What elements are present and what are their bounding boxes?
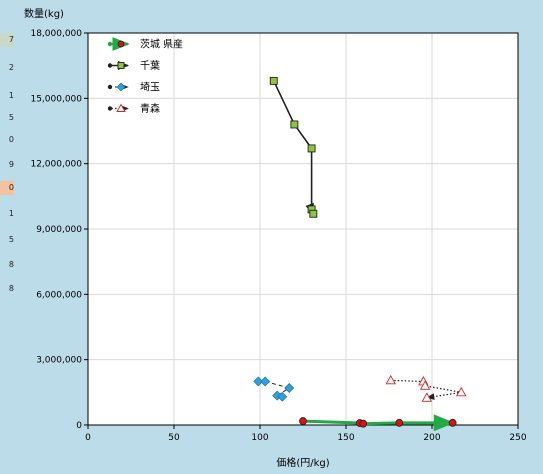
edge-cell: 9 (0, 158, 14, 172)
x-tick-label: 100 (251, 433, 268, 443)
series-1 (269, 76, 318, 218)
legend-label: 千葉 (140, 59, 160, 72)
legend-item: 埼玉 (107, 81, 160, 94)
legend-item: 千葉 (107, 59, 160, 72)
edge-cell: 0 (0, 181, 14, 195)
data-point (385, 374, 396, 385)
edge-cell: 0 (0, 133, 14, 147)
data-point (359, 419, 368, 428)
y-tick-label: 0 (76, 421, 82, 431)
x-tick-label: 150 (337, 433, 354, 443)
spreadsheet-edge-strip: 7 2 1 5 0 9 0 1 5 8 8 (0, 0, 16, 474)
edge-cell: 1 (0, 207, 14, 221)
series-2 (253, 376, 295, 402)
data-point (284, 383, 295, 393)
data-point (253, 376, 264, 387)
data-point (421, 392, 433, 402)
edge-cell: 8 (0, 258, 14, 272)
edge-cell: 5 (0, 233, 14, 247)
y-tick-label: 9,000,000 (36, 225, 82, 235)
data-point (290, 120, 299, 129)
legend-marker (116, 103, 126, 112)
legend-item: 青森 (107, 102, 160, 115)
legend-marker (117, 40, 125, 48)
data-point (269, 76, 278, 85)
data-point (309, 209, 318, 218)
y-tick-label: 15,000,000 (30, 94, 82, 104)
axes: 0 50 100 150 200 250 0 3,000,000 6,000,000 9,000,… (30, 29, 526, 443)
data-point (395, 418, 404, 427)
legend-marker (116, 82, 126, 92)
y-axis-title: 数量(kg) (24, 7, 64, 20)
legend-label: 青森 (140, 102, 160, 115)
edge-cell: 2 (0, 61, 14, 75)
data-point (299, 417, 307, 425)
series-line (390, 379, 462, 400)
y-tick-label: 18,000,000 (30, 29, 82, 39)
y-tick-label: 6,000,000 (36, 290, 82, 300)
data-point (448, 418, 457, 427)
y-tick-label: 3,000,000 (36, 356, 82, 366)
data-point (260, 376, 271, 387)
x-axis-title: 価格(円/kg) (276, 456, 329, 469)
x-tick-label: 0 (85, 433, 91, 443)
x-tick-label: 250 (509, 433, 526, 443)
series-3 (385, 374, 467, 402)
edge-cell: 5 (0, 111, 14, 125)
edge-cell: 1 (0, 89, 14, 103)
series-layer (253, 76, 467, 432)
data-point (419, 380, 431, 390)
edge-cell: 7 (0, 33, 14, 47)
data-point (307, 144, 316, 153)
series-0 (299, 414, 457, 432)
legend-label: 茨城 県産 (140, 38, 183, 51)
data-point (455, 386, 467, 397)
data-point (277, 391, 288, 402)
legend-marker (117, 62, 125, 69)
y-tick-label: 12,000,000 (30, 160, 82, 170)
legend-label: 埼玉 (140, 81, 160, 94)
edge-cell: 8 (0, 282, 14, 296)
legend-item: 茨城 県産 (107, 37, 183, 51)
legend-start-dot (107, 106, 113, 111)
x-tick-label: 200 (423, 433, 440, 443)
x-tick-label: 50 (168, 433, 180, 443)
